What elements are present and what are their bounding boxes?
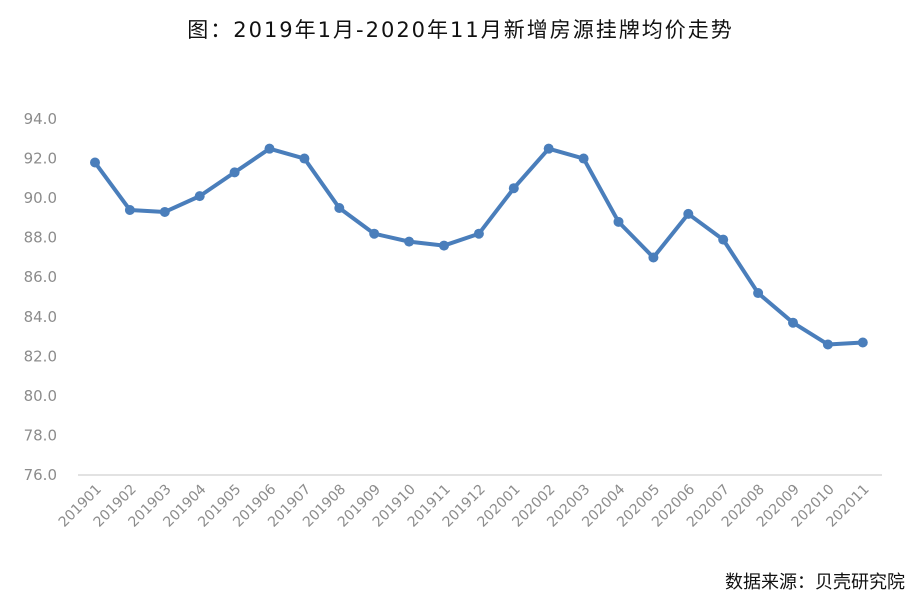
data-point	[90, 157, 100, 168]
y-tick-label: 84.0	[24, 308, 57, 326]
y-tick-label: 80.0	[24, 387, 57, 405]
data-point	[508, 183, 519, 194]
data-point	[334, 203, 345, 213]
y-tick-label: 88.0	[24, 229, 57, 247]
data-point	[822, 339, 833, 350]
data-point	[473, 228, 484, 239]
y-tick-label: 94.0	[24, 110, 57, 128]
data-point	[648, 252, 659, 263]
data-point	[404, 236, 415, 247]
series-line	[93, 146, 865, 347]
data-point	[718, 234, 729, 245]
data-point	[439, 240, 449, 251]
data-point	[159, 206, 170, 217]
data-point	[194, 191, 205, 202]
data-source-note: 数据来源：贝壳研究院	[725, 572, 905, 593]
y-tick-label: 90.0	[24, 189, 57, 207]
y-tick-label: 86.0	[24, 268, 57, 286]
data-point	[613, 216, 624, 227]
chart-title: 图：2019年1月-2020年11月新增房源挂牌均价走势	[187, 18, 734, 42]
data-point	[683, 208, 694, 219]
y-tick-label: 76.0	[24, 466, 57, 484]
y-tick-label: 92.0	[24, 150, 57, 168]
data-point	[543, 143, 554, 154]
data-points	[90, 143, 868, 350]
data-point	[788, 317, 798, 328]
data-point	[229, 167, 240, 178]
data-point	[578, 153, 589, 164]
x-axis-ticks: 2019012019022019032019042019052019062019…	[56, 481, 873, 530]
data-point	[124, 204, 135, 215]
y-tick-label: 82.0	[24, 347, 57, 365]
y-tick-label: 78.0	[24, 426, 57, 444]
data-point	[369, 228, 380, 239]
y-axis-ticks: 76.0 78.0 80.0 82.0 84.0 86.0 88.0 90.0 92.0 94.0	[24, 110, 57, 484]
data-point	[264, 143, 275, 154]
data-point	[753, 288, 764, 299]
data-point	[299, 153, 310, 164]
data-point	[857, 337, 868, 348]
